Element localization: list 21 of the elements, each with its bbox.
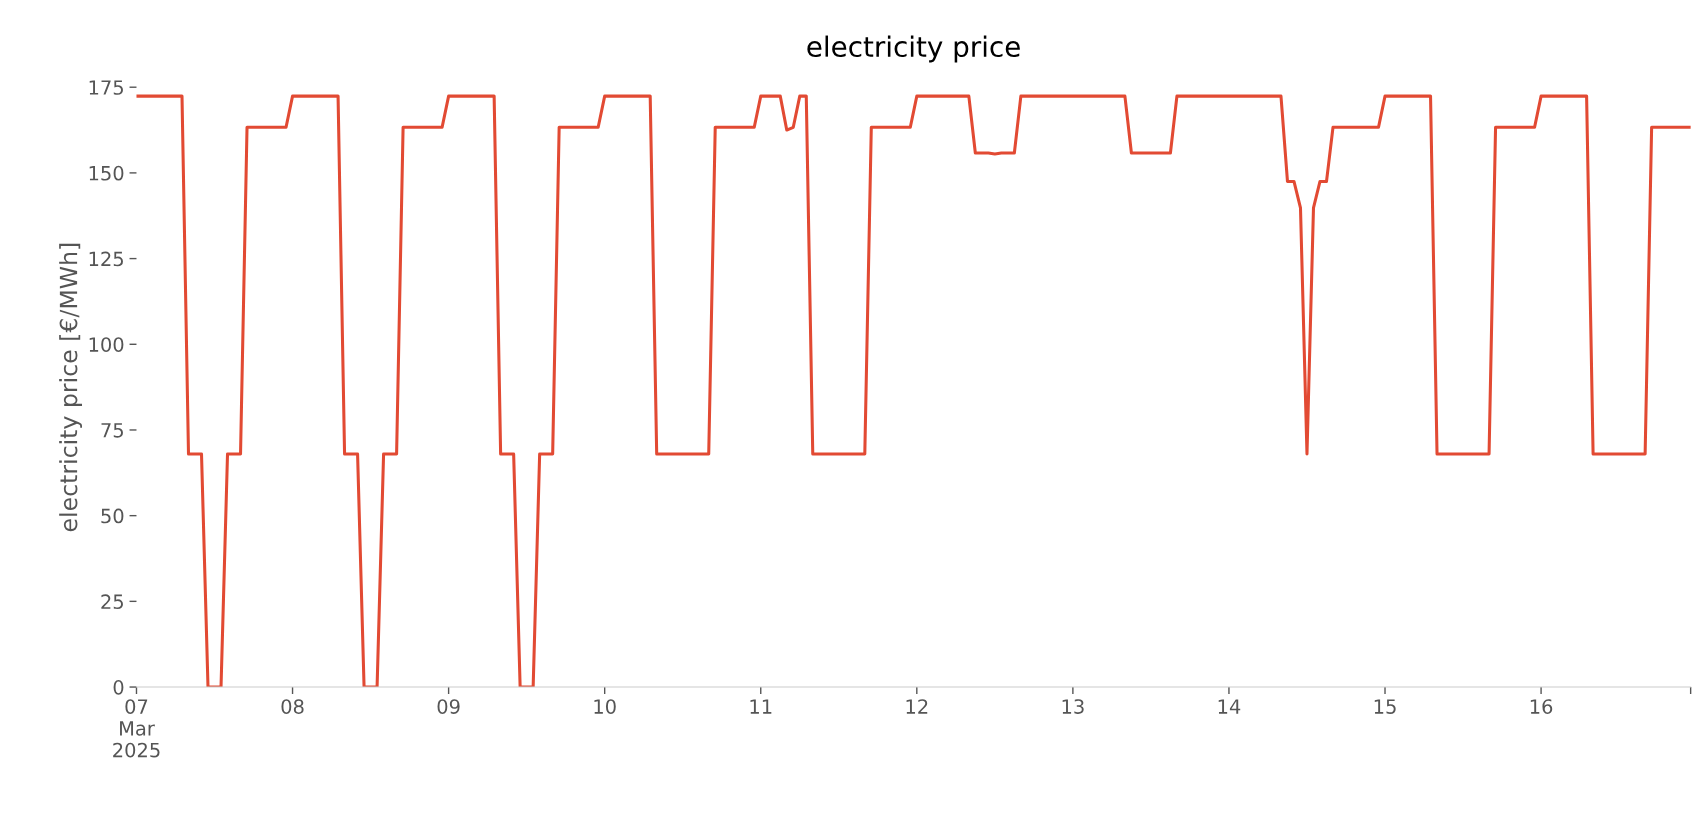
- y-tick-label: 125: [89, 251, 123, 267]
- x-tick-label: 14: [1218, 699, 1241, 714]
- y-axis-title: electricity price [€/MWh]: [59, 243, 82, 532]
- x-tick-label: 09: [437, 699, 460, 714]
- x-tick-label: 12: [906, 699, 928, 714]
- x-tick-label: 16: [1530, 699, 1553, 714]
- x-tick-label: 07 Mar 2025: [113, 699, 160, 758]
- y-tick-label: 175: [89, 80, 123, 95]
- y-tick-label: 25: [101, 594, 123, 610]
- chart-title: electricity price: [807, 35, 1020, 63]
- x-tick-label: 10: [594, 699, 616, 714]
- y-tick-label: 75: [101, 423, 123, 438]
- line-series: [136, 94, 1691, 688]
- y-tick-label: 150: [89, 165, 124, 181]
- x-tick-label: 13: [1062, 699, 1084, 714]
- x-tick-label: 15: [1374, 699, 1396, 714]
- y-tick-label: 0: [113, 680, 124, 695]
- y-tick-label: 50: [101, 508, 124, 524]
- x-tick-label: 08: [281, 699, 304, 714]
- y-tick-label: 100: [89, 337, 124, 352]
- x-tick-label: 11: [750, 699, 772, 714]
